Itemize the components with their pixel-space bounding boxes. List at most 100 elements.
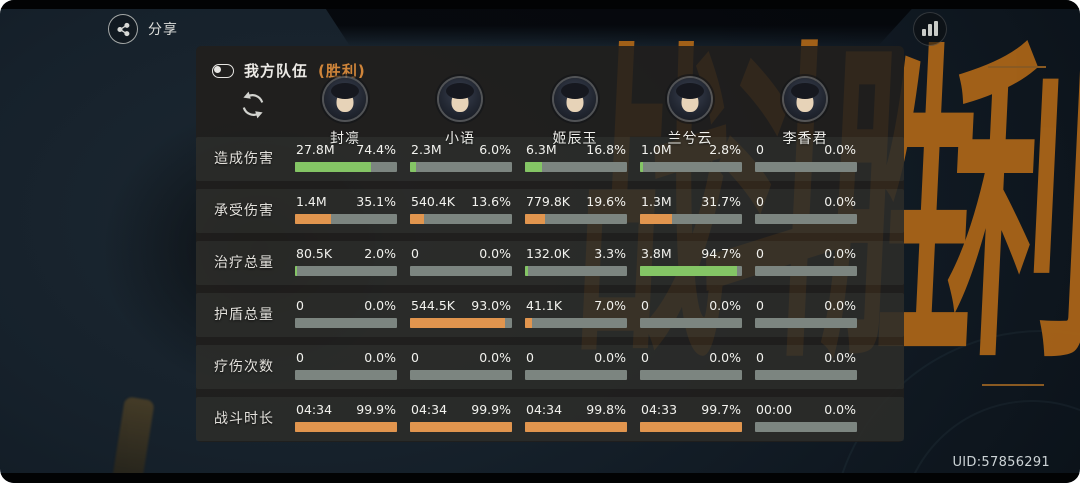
stat-percent: 0.0% [709,298,741,313]
refresh-icon [242,91,264,119]
stat-value: 0 [296,298,304,313]
stat-value: 00:00 [756,402,793,417]
decorative-line [988,66,1046,68]
stat-value: 540.4K [411,194,455,209]
stat-bar-track [755,318,857,328]
stat-percent: 35.1% [356,194,396,209]
stat-percent: 0.0% [479,350,511,365]
stat-value: 0 [756,142,764,157]
stat-cell: 0 0.0% [295,293,397,337]
character-avatar[interactable] [784,78,826,120]
stat-cell: 0 0.0% [410,241,512,285]
stat-bar-fill [410,318,505,328]
stat-value: 132.0K [526,246,570,261]
character-avatar[interactable] [554,78,596,120]
stat-percent: 93.0% [471,298,511,313]
stat-value: 0 [296,350,304,365]
character-avatar[interactable] [669,78,711,120]
character-avatar[interactable] [324,78,366,120]
stat-cell: 2.3M 6.0% [410,137,512,181]
stat-cell: 1.0M 2.8% [640,137,742,181]
stat-bar-track [295,266,397,276]
stat-percent: 13.6% [471,194,511,209]
stat-percent: 0.0% [824,246,856,261]
character-column: 兰兮云 [633,78,747,148]
stat-cell: 0 0.0% [755,345,857,389]
stat-bar-track [525,422,627,432]
stat-cell: 0 0.0% [640,345,742,389]
stat-percent: 0.0% [824,194,856,209]
stat-row-label: 战斗时长 [214,411,274,427]
stat-percent: 0.0% [594,350,626,365]
stat-percent: 99.8% [586,402,626,417]
stat-cell: 540.4K 13.6% [410,189,512,233]
avatar-hair [446,83,474,99]
stat-percent: 0.0% [824,402,856,417]
stat-percent: 0.0% [824,298,856,313]
stat-percent: 0.0% [479,246,511,261]
stat-row-label: 疗伤次数 [214,359,274,375]
stat-cell: 04:33 99.7% [640,397,742,441]
stat-bar-fill [525,266,529,276]
stat-value: 04:33 [641,402,678,417]
character-column: 姬辰玉 [518,78,632,148]
character-name: 姬辰玉 [552,131,598,147]
stat-bar-track [295,318,397,328]
battle-stats-panel: 我方队伍 (胜利) 封凛 小语 姬辰玉 兰兮云 李香君 造成伤害 27.8M 74.4% 2.… [196,46,904,442]
stat-bar-fill [410,214,424,224]
bar-chart-icon [922,21,938,36]
stat-bar-fill [295,422,397,432]
stat-bar-track [295,422,397,432]
stat-bar-fill [640,162,643,172]
stat-cell: 04:34 99.9% [295,397,397,441]
stat-percent: 7.0% [594,298,626,313]
stat-bar-track [755,162,857,172]
stat-value: 1.0M [641,142,672,157]
stat-row: 承受伤害 1.4M 35.1% 540.4K 13.6% 779.8K 19.6% 1.3M 3… [196,189,904,233]
stat-bar-track [640,214,742,224]
stat-cell: 544.5K 93.0% [410,293,512,337]
stat-percent: 0.0% [824,142,856,157]
stat-row-label: 治疗总量 [214,255,274,271]
stat-bar-track [755,266,857,276]
stat-value: 0 [756,298,764,313]
team-toggle[interactable] [212,63,234,78]
character-name: 兰兮云 [667,131,713,147]
stat-bar-fill [525,162,543,172]
stat-cell: 3.8M 94.7% [640,241,742,285]
stat-bar-fill [525,318,533,328]
stat-row: 战斗时长 04:34 99.9% 04:34 99.9% 04:34 99.8% 04:33 9… [196,397,904,441]
share-button[interactable]: 分享 [108,14,178,44]
stat-percent: 3.3% [594,246,626,261]
stat-percent: 16.8% [586,142,626,157]
stat-bar-fill [295,162,371,172]
stat-percent: 31.7% [701,194,741,209]
stat-value: 1.3M [641,194,672,209]
stat-bar-fill [525,214,545,224]
stat-value: 04:34 [411,402,448,417]
character-column: 李香君 [748,78,862,148]
stat-percent: 74.4% [356,142,396,157]
stat-value: 544.5K [411,298,455,313]
stat-bar-track [525,214,627,224]
stat-percent: 2.0% [364,246,396,261]
stat-cell: 132.0K 3.3% [525,241,627,285]
stat-bar-track [295,370,397,380]
stat-value: 27.8M [296,142,335,157]
stat-bar-track [755,214,857,224]
stat-cell: 0 0.0% [755,189,857,233]
statistics-button[interactable] [913,12,947,46]
stat-bar-track [410,318,512,328]
stat-value: 04:34 [526,402,563,417]
stat-value: 0 [411,350,419,365]
switch-team-button[interactable] [238,90,268,120]
stat-percent: 99.9% [471,402,511,417]
character-avatar[interactable] [439,78,481,120]
stat-bar-track [410,422,512,432]
stat-percent: 0.0% [709,350,741,365]
character-name: 李香君 [782,131,828,147]
stat-cell: 00:00 0.0% [755,397,857,441]
stat-cell: 41.1K 7.0% [525,293,627,337]
stat-bar-track [410,370,512,380]
